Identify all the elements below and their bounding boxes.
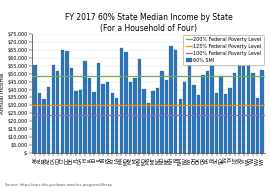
- Bar: [110, 93, 114, 153]
- Bar: [160, 71, 164, 153]
- Bar: [38, 93, 41, 153]
- Bar: [52, 65, 55, 153]
- Bar: [120, 48, 123, 153]
- Bar: [215, 93, 218, 153]
- Bar: [151, 91, 155, 153]
- Bar: [83, 61, 87, 153]
- Bar: [178, 99, 182, 153]
- Bar: [47, 87, 50, 153]
- Bar: [102, 84, 105, 153]
- Bar: [251, 73, 255, 153]
- Bar: [74, 91, 78, 153]
- Bar: [260, 70, 264, 153]
- Bar: [42, 99, 46, 153]
- Bar: [65, 51, 69, 153]
- Bar: [170, 46, 173, 153]
- Bar: [138, 59, 141, 153]
- Bar: [165, 80, 168, 153]
- Text: Source: https://aspe.hhs.gov/aspe-ama/acs-programs/liheap: Source: https://aspe.hhs.gov/aspe-ama/ac…: [5, 183, 112, 187]
- 200% Federal Poverty Level: [33, 75, 37, 77]
- Bar: [224, 94, 227, 153]
- Bar: [88, 78, 91, 153]
- 200% Federal Poverty Level: [38, 75, 41, 77]
- Bar: [124, 52, 127, 153]
- Bar: [206, 71, 209, 153]
- Bar: [97, 63, 100, 153]
- Bar: [129, 82, 132, 153]
- 125% Federal Poverty Level: [38, 104, 41, 106]
- Bar: [197, 95, 200, 153]
- Bar: [56, 71, 59, 153]
- Bar: [115, 98, 119, 153]
- Bar: [210, 59, 214, 153]
- Bar: [228, 88, 232, 153]
- Bar: [233, 73, 236, 153]
- Bar: [219, 76, 223, 153]
- Bar: [92, 92, 96, 153]
- Bar: [133, 78, 137, 153]
- Bar: [192, 85, 195, 153]
- Bar: [201, 75, 205, 153]
- Bar: [61, 50, 64, 153]
- 100% Federal Poverty Level: [33, 114, 37, 116]
- Bar: [238, 59, 241, 153]
- Bar: [256, 98, 259, 153]
- Bar: [142, 89, 146, 153]
- Bar: [79, 90, 82, 153]
- Bar: [174, 50, 177, 153]
- Bar: [247, 59, 250, 153]
- Bar: [147, 103, 150, 153]
- Bar: [188, 64, 191, 153]
- 125% Federal Poverty Level: [33, 104, 37, 106]
- Bar: [33, 65, 37, 153]
- Y-axis label: Annual Income: Annual Income: [0, 73, 5, 114]
- 100% Federal Poverty Level: [38, 114, 41, 116]
- Bar: [156, 88, 159, 153]
- Legend: 200% Federal Poverty Level, 125% Federal Poverty Level, 100% Federal Poverty Lev: 200% Federal Poverty Level, 125% Federal…: [183, 35, 264, 65]
- Bar: [70, 68, 73, 153]
- Bar: [183, 82, 187, 153]
- Bar: [242, 66, 245, 153]
- Title: FY 2017 60% State Median Income by State
(For a Household of Four): FY 2017 60% State Median Income by State…: [65, 13, 232, 33]
- Bar: [106, 82, 109, 153]
